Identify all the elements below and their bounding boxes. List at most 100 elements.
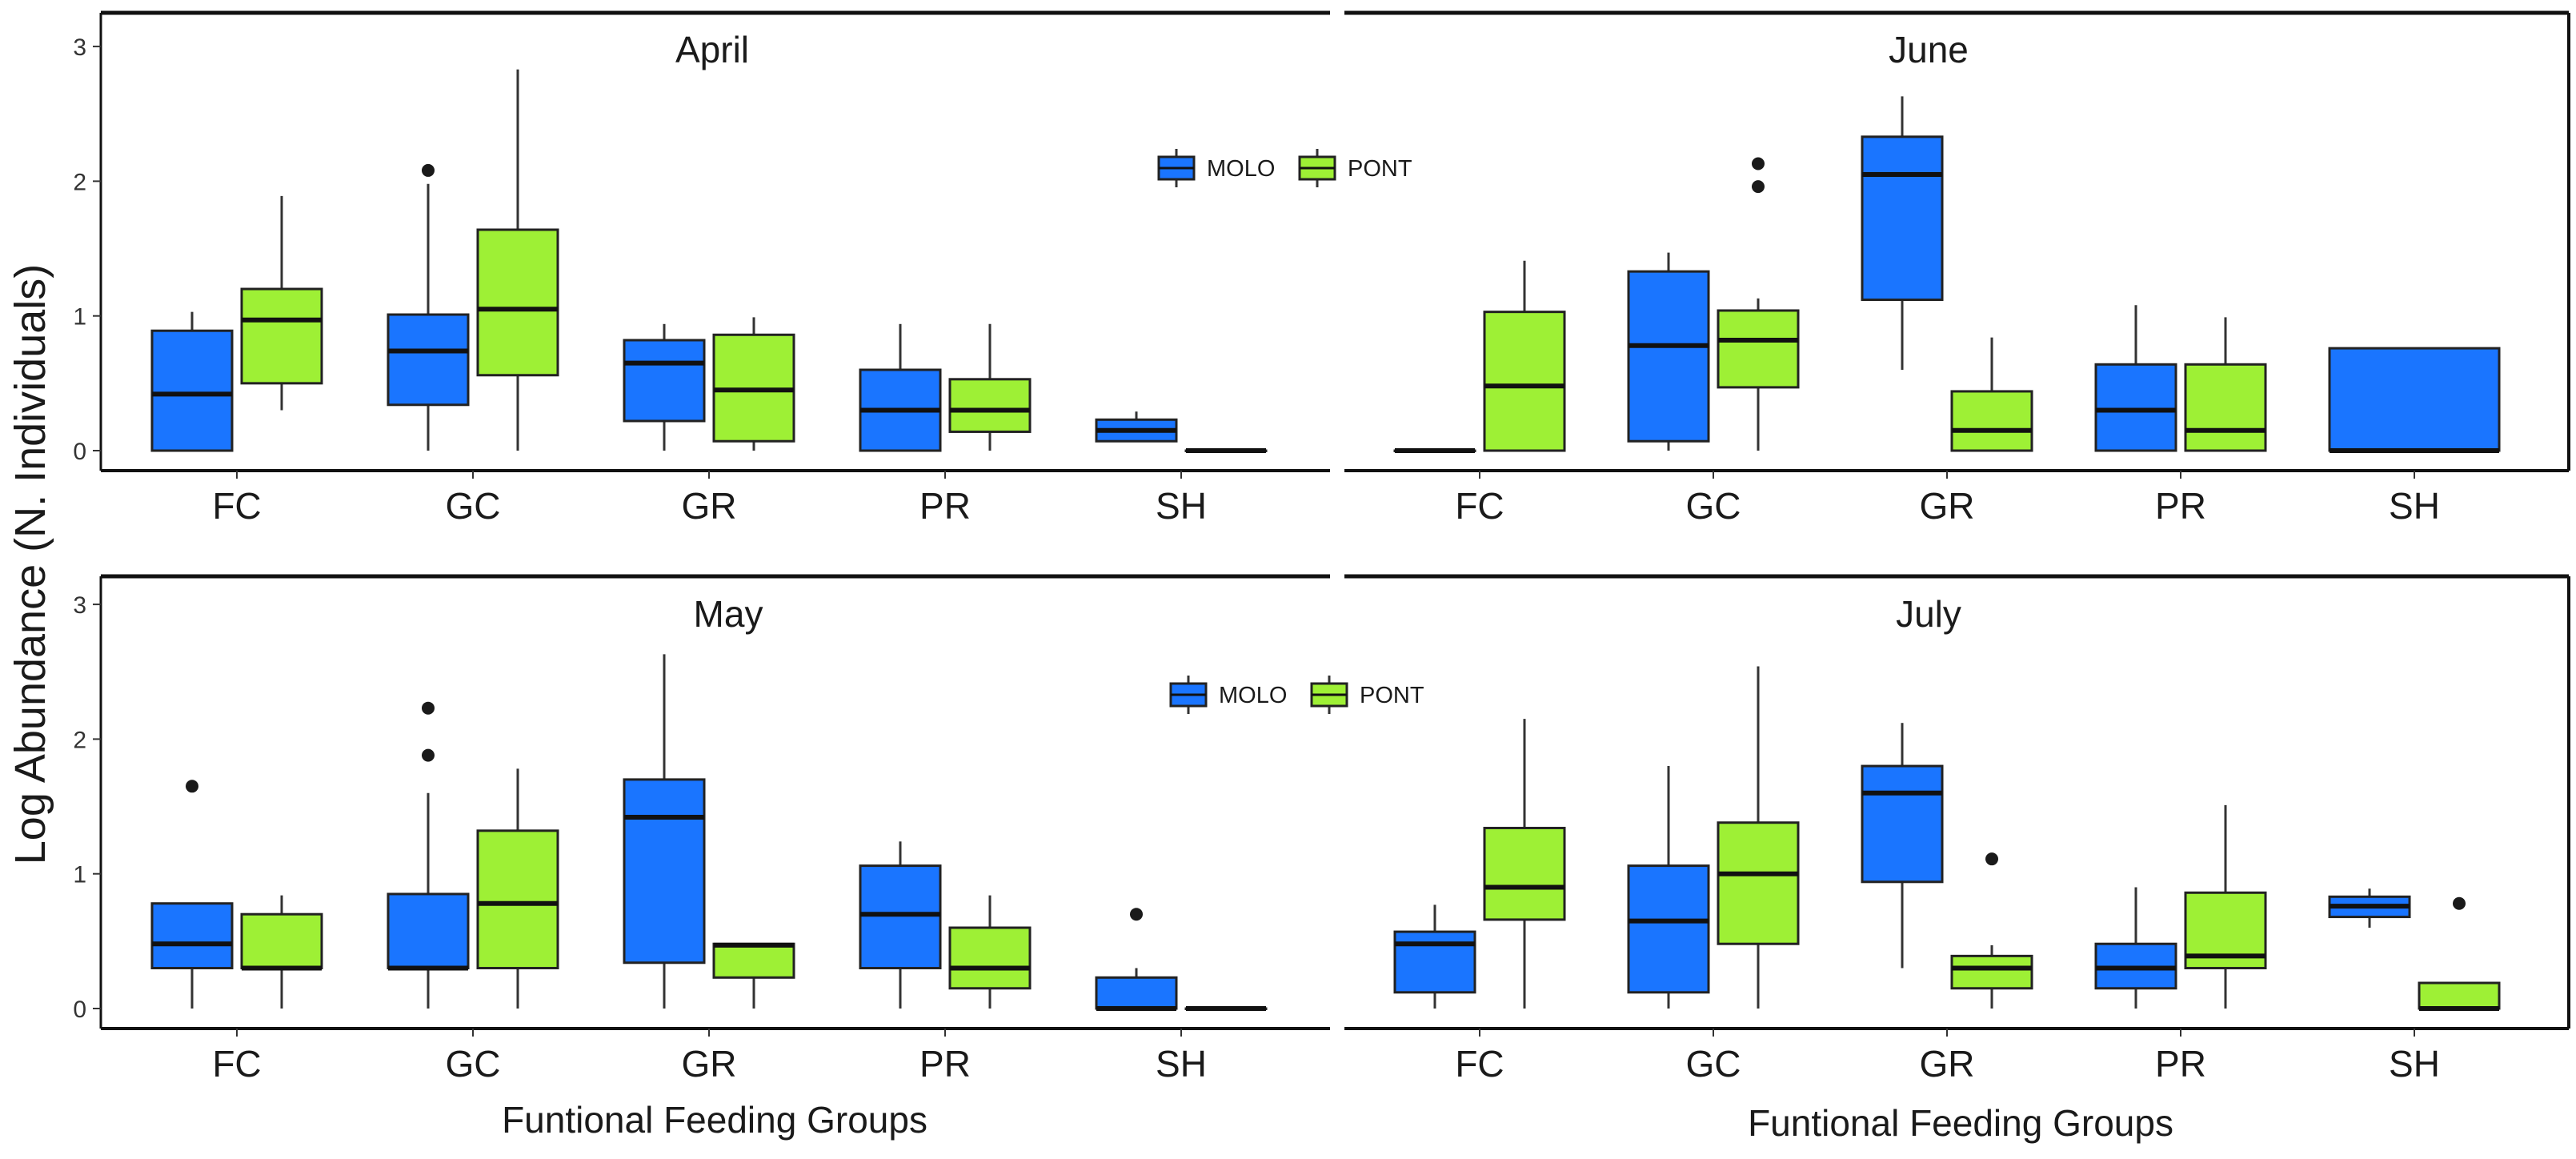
- box-june-pont-fc: [1483, 260, 1566, 452]
- outlier-point: [1985, 852, 1998, 866]
- x-axis-label-left: Funtional Feeding Groups: [502, 1099, 927, 1141]
- box-may-molo-gr: [623, 654, 706, 1009]
- box-july-molo-gc: [1627, 766, 1710, 1009]
- box-april-pont-gc: [476, 69, 559, 451]
- outlier-point: [1752, 157, 1765, 170]
- legend-may: MOLO PONT: [1169, 676, 1424, 714]
- legend-label-molo: MOLO: [1219, 683, 1287, 708]
- box-april-molo-gr: [623, 323, 706, 451]
- box-july-molo-gr: [1861, 723, 1944, 969]
- box-may-molo-pr: [859, 841, 942, 1009]
- y-tick-label: 3: [73, 592, 86, 619]
- box-body: [1717, 309, 1800, 389]
- box-body: [1950, 390, 2033, 452]
- box-may-pont-fc: [240, 895, 323, 1009]
- x-tick-label: GR: [682, 485, 737, 527]
- outlier-point: [1752, 180, 1765, 194]
- box-body: [2418, 981, 2501, 1010]
- x-axis-label-right: Funtional Feeding Groups: [1748, 1102, 2173, 1144]
- outlier-point: [186, 780, 198, 793]
- panel-title-june: June: [1889, 29, 1969, 70]
- outlier-point: [422, 701, 435, 715]
- y-tick-label: 0: [73, 439, 86, 465]
- box-april-pont-fc: [240, 195, 323, 411]
- legend-april: MOLO PONT: [1157, 149, 1412, 187]
- x-tick-label: GC: [446, 485, 501, 527]
- box-body: [1483, 311, 1566, 452]
- y-axis-label: Log Abundance (N. Individuals): [6, 264, 54, 865]
- legend-label-pont: PONT: [1348, 156, 1412, 182]
- box-body: [1950, 954, 2033, 990]
- box-body: [859, 864, 942, 970]
- y-tick-label: 2: [73, 727, 86, 753]
- outlier-point: [422, 163, 435, 177]
- box-body: [387, 892, 470, 970]
- box-body: [1095, 976, 1178, 1010]
- box-body: [2094, 363, 2177, 452]
- box-april-pont-pr: [948, 323, 1032, 451]
- x-tick-label: PR: [919, 1043, 971, 1085]
- x-tick-label: GC: [1686, 1043, 1741, 1085]
- box-body: [2184, 363, 2267, 452]
- box-july-pont-pr: [2184, 804, 2267, 1009]
- box-body: [2328, 347, 2501, 452]
- box-july-pont-sh: [2418, 896, 2501, 1011]
- box-june-pont-pr: [2184, 317, 2267, 452]
- box-april-molo-pr: [859, 323, 942, 452]
- y-tick-label: 3: [73, 34, 86, 61]
- x-tick-label: GR: [1920, 485, 1975, 527]
- box-july-pont-gc: [1717, 666, 1800, 1009]
- box-body: [150, 329, 234, 452]
- x-tick-label: SH: [2389, 485, 2440, 527]
- x-tick-label: PR: [2155, 485, 2206, 527]
- x-tick-label: PR: [2155, 1043, 2206, 1085]
- x-tick-label: SH: [1156, 1043, 1207, 1085]
- box-body: [1861, 764, 1944, 884]
- x-tick-label: FC: [1455, 1043, 1504, 1085]
- x-tick-label: GR: [1920, 1043, 1975, 1085]
- panel-title-may: May: [694, 593, 763, 635]
- box-july-molo-pr: [2094, 887, 2177, 1009]
- box-body: [1861, 135, 1944, 302]
- box-july-pont-fc: [1483, 719, 1566, 1009]
- panel-title-july: July: [1896, 593, 1961, 635]
- box-body: [1627, 270, 1710, 443]
- box-may-molo-gc: [387, 701, 470, 1009]
- box-body: [150, 902, 234, 970]
- legend-key-molo: [1157, 149, 1196, 187]
- outlier-point: [422, 748, 435, 762]
- box-body: [623, 339, 706, 423]
- x-tick-label: GR: [682, 1043, 737, 1085]
- box-may-pont-pr: [948, 895, 1032, 1009]
- box-may-pont-gc: [476, 768, 559, 1009]
- x-tick-label: PR: [919, 485, 971, 527]
- box-july-pont-gr: [1950, 852, 2033, 1009]
- box-marks: [150, 69, 2501, 1011]
- box-april-molo-gc: [387, 163, 470, 451]
- y-tick-label: 1: [73, 862, 86, 888]
- outlier-point: [2453, 896, 2466, 910]
- chart-text: 0 1 2 3 April FC GC GR PR SH MOLO PONT June FC GC GR PR S…: [73, 29, 2440, 1085]
- box-body: [1483, 826, 1566, 921]
- outlier-point: [1130, 908, 1143, 921]
- box-body: [1393, 930, 1476, 994]
- x-tick-label: SH: [2389, 1043, 2440, 1085]
- y-tick-label: 2: [73, 169, 86, 195]
- x-tick-label: SH: [1156, 485, 1207, 527]
- box-april-pont-gr: [712, 317, 795, 451]
- x-tick-label: GC: [1686, 485, 1741, 527]
- box-june-pont-gc: [1717, 157, 1800, 451]
- box-april-molo-fc: [150, 311, 234, 452]
- box-body: [240, 287, 323, 385]
- legend-key-molo: [1169, 676, 1208, 714]
- box-body: [948, 926, 1032, 990]
- x-tick-label: GC: [446, 1043, 501, 1085]
- box-april-molo-sh: [1095, 411, 1178, 443]
- x-tick-label: FC: [1455, 485, 1504, 527]
- box-july-molo-fc: [1393, 904, 1476, 1009]
- box-june-molo-sh: [2328, 347, 2501, 453]
- box-body: [712, 942, 795, 979]
- box-may-molo-fc: [150, 780, 234, 1009]
- box-june-pont-gr: [1950, 337, 2033, 452]
